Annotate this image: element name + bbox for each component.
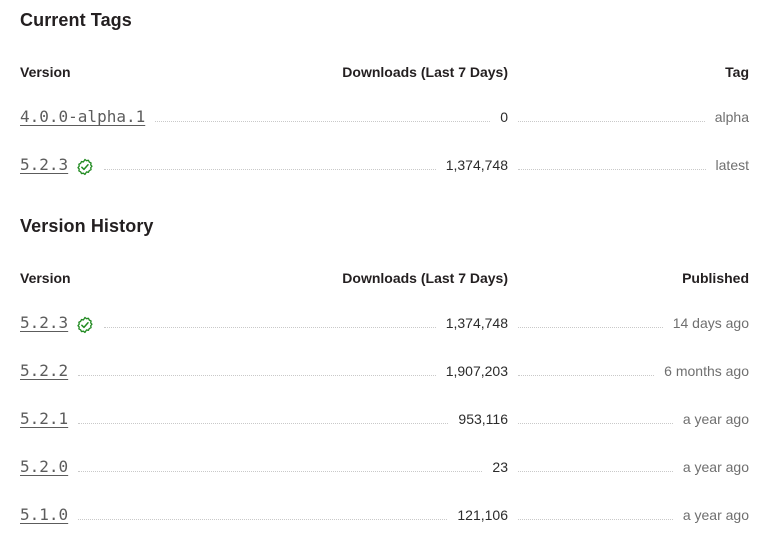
latest-check-icon bbox=[76, 316, 94, 339]
downloads-count: 953,116 bbox=[458, 411, 508, 427]
tag-label: alpha bbox=[714, 109, 749, 125]
version-row-side-cell: latest bbox=[508, 152, 749, 182]
dotted-leader bbox=[78, 519, 448, 520]
version-history-header: Version Downloads (Last 7 Days) Publishe… bbox=[20, 270, 749, 286]
version-row: 5.2.3 1,374,748 latest bbox=[20, 150, 749, 180]
version-link[interactable]: 5.2.3 bbox=[20, 313, 69, 332]
tag-label: latest bbox=[715, 157, 749, 173]
column-header-downloads: Downloads (Last 7 Days) bbox=[342, 64, 508, 80]
version-link[interactable]: 5.2.3 bbox=[20, 155, 69, 174]
downloads-count: 0 bbox=[500, 109, 508, 125]
version-row-side-cell: 6 months ago bbox=[508, 358, 749, 388]
latest-check-icon bbox=[76, 158, 94, 181]
current-tags-title: Current Tags bbox=[20, 10, 132, 30]
version-link[interactable]: 5.2.2 bbox=[20, 361, 69, 380]
downloads-count: 23 bbox=[492, 459, 508, 475]
version-row: 5.2.1 953,116 a year ago bbox=[20, 404, 749, 434]
version-row-main-cell: 4.0.0-alpha.1 0 bbox=[20, 102, 508, 132]
version-row-side-cell: 14 days ago bbox=[508, 310, 749, 340]
version-history-title: Version History bbox=[20, 216, 154, 236]
current-tags-rows: 4.0.0-alpha.1 0 alpha 5.2.3 1,374,748 la… bbox=[20, 102, 749, 180]
version-row: 5.2.3 1,374,748 14 days ago bbox=[20, 308, 749, 338]
dotted-leader bbox=[104, 327, 436, 328]
version-row: 5.2.0 23 a year ago bbox=[20, 452, 749, 482]
dotted-leader bbox=[104, 169, 436, 170]
version-link[interactable]: 5.2.1 bbox=[20, 409, 69, 428]
version-row: 5.1.0 121,106 a year ago bbox=[20, 500, 749, 530]
downloads-count: 121,106 bbox=[457, 507, 508, 523]
version-row-side-cell: a year ago bbox=[508, 454, 749, 484]
version-row-main-cell: 5.2.2 1,907,203 bbox=[20, 356, 508, 386]
dotted-leader bbox=[518, 519, 673, 520]
version-row-main-cell: 5.1.0 121,106 bbox=[20, 500, 508, 530]
dotted-leader bbox=[518, 169, 706, 170]
column-header-version: Version bbox=[20, 64, 71, 80]
downloads-count: 1,374,748 bbox=[445, 315, 508, 331]
published-label: a year ago bbox=[682, 459, 749, 475]
current-tags-header: Version Downloads (Last 7 Days) Tag bbox=[20, 64, 749, 80]
version-row-side-cell: alpha bbox=[508, 104, 749, 134]
dotted-leader bbox=[518, 327, 663, 328]
versions-page: Current Tags Version Downloads (Last 7 D… bbox=[20, 10, 749, 530]
dotted-leader bbox=[78, 375, 436, 376]
version-link[interactable]: 5.1.0 bbox=[20, 505, 69, 524]
version-link[interactable]: 4.0.0-alpha.1 bbox=[20, 107, 146, 126]
version-row-main-cell: 5.2.3 1,374,748 bbox=[20, 150, 508, 180]
column-header-version: Version bbox=[20, 270, 71, 286]
version-row-main-cell: 5.2.1 953,116 bbox=[20, 404, 508, 434]
column-header-published: Published bbox=[682, 270, 749, 286]
dotted-leader bbox=[518, 121, 705, 122]
version-row-main-cell: 5.2.3 1,374,748 bbox=[20, 308, 508, 338]
column-header-tag: Tag bbox=[725, 64, 749, 80]
column-header-downloads: Downloads (Last 7 Days) bbox=[342, 270, 508, 286]
version-row: 5.2.2 1,907,203 6 months ago bbox=[20, 356, 749, 386]
dotted-leader bbox=[518, 423, 673, 424]
published-label: 6 months ago bbox=[664, 363, 749, 379]
dotted-leader bbox=[518, 471, 673, 472]
published-label: a year ago bbox=[682, 507, 749, 523]
published-label: 14 days ago bbox=[672, 315, 749, 331]
version-row-side-cell: a year ago bbox=[508, 502, 749, 532]
version-row: 4.0.0-alpha.1 0 alpha bbox=[20, 102, 749, 132]
version-row-main-cell: 5.2.0 23 bbox=[20, 452, 508, 482]
downloads-count: 1,907,203 bbox=[445, 363, 508, 379]
downloads-count: 1,374,748 bbox=[445, 157, 508, 173]
dotted-leader bbox=[78, 471, 483, 472]
dotted-leader bbox=[78, 423, 449, 424]
version-history-rows: 5.2.3 1,374,748 14 days ago 5.2.2 1,907,… bbox=[20, 308, 749, 530]
version-row-side-cell: a year ago bbox=[508, 406, 749, 436]
dotted-leader bbox=[155, 121, 491, 122]
version-link[interactable]: 5.2.0 bbox=[20, 457, 69, 476]
dotted-leader bbox=[518, 375, 655, 376]
published-label: a year ago bbox=[682, 411, 749, 427]
